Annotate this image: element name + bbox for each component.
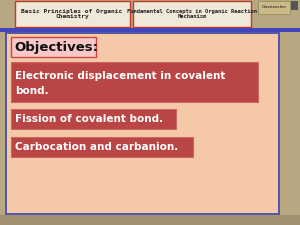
FancyBboxPatch shape [7,34,278,213]
FancyBboxPatch shape [15,1,130,27]
FancyBboxPatch shape [11,137,193,157]
FancyBboxPatch shape [133,1,251,27]
Text: Basic Principles of Organic
Chemistry: Basic Principles of Organic Chemistry [21,9,123,19]
Text: Fundamental Concepts in Organic Reaction
Mechanism: Fundamental Concepts in Organic Reaction… [127,9,257,19]
FancyBboxPatch shape [258,1,290,14]
Text: Fission of covalent bond.: Fission of covalent bond. [15,115,163,124]
Text: Electronic displacement in covalent: Electronic displacement in covalent [15,71,225,81]
FancyBboxPatch shape [5,32,280,215]
FancyBboxPatch shape [0,0,300,28]
FancyBboxPatch shape [11,109,176,129]
Text: Carbocation and carbanion.: Carbocation and carbanion. [15,142,178,153]
FancyBboxPatch shape [11,37,96,57]
Text: Classteacher: Classteacher [261,5,286,9]
FancyBboxPatch shape [0,215,300,225]
FancyBboxPatch shape [291,1,298,10]
Text: Objectives:: Objectives: [14,41,98,54]
FancyBboxPatch shape [0,28,300,32]
FancyBboxPatch shape [11,62,258,102]
Text: bond.: bond. [15,86,49,96]
